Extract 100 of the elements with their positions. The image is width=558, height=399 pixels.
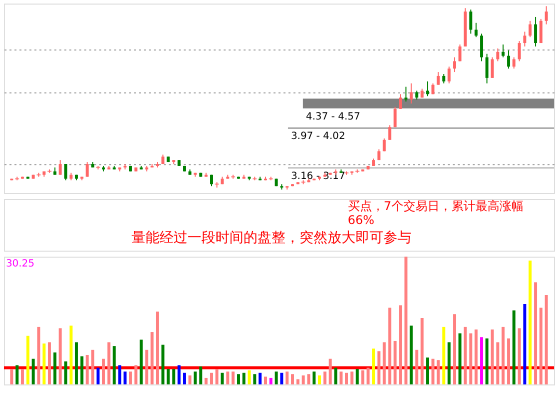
- bar: [544, 295, 548, 384]
- bar: [42, 344, 46, 384]
- bar: [490, 329, 494, 384]
- bar: [124, 372, 127, 384]
- candlestick: [426, 80, 430, 97]
- bar: [420, 318, 424, 384]
- bar: [253, 374, 256, 384]
- bar: [534, 282, 538, 384]
- bar: [404, 256, 408, 384]
- annotation: 30.25: [6, 258, 34, 270]
- candlestick: [512, 56, 516, 70]
- bar: [382, 342, 386, 384]
- bar: [280, 372, 284, 384]
- bar: [528, 260, 532, 384]
- bar: [458, 333, 462, 384]
- bar: [302, 375, 305, 384]
- candlestick: [86, 162, 89, 178]
- bar: [102, 358, 105, 384]
- bar: [20, 369, 24, 384]
- bar: [166, 369, 170, 384]
- bar: [145, 350, 148, 384]
- candlestick: [161, 154, 164, 164]
- candlestick: [544, 6, 548, 25]
- candlestick: [399, 94, 402, 110]
- bar: [210, 372, 213, 384]
- candlestick: [469, 9, 472, 34]
- bar: [48, 342, 51, 384]
- bar: [86, 354, 89, 384]
- bar: [53, 352, 56, 384]
- candlestick: [394, 106, 397, 128]
- candlestick: [502, 44, 505, 58]
- bar: [269, 378, 272, 384]
- candlestick: [518, 40, 521, 62]
- bar: [188, 375, 192, 384]
- bar: [91, 350, 94, 384]
- bar: [172, 369, 176, 384]
- bar: [204, 378, 208, 384]
- bar: [442, 326, 446, 384]
- candlestick: [480, 33, 484, 62]
- candlestick: [490, 56, 494, 78]
- bar: [518, 328, 521, 384]
- bar: [474, 329, 478, 384]
- bar: [37, 326, 40, 384]
- bar: [58, 328, 62, 384]
- bar: [469, 333, 472, 384]
- bar: [274, 372, 278, 384]
- bar: [32, 358, 35, 384]
- candlestick: [453, 56, 456, 73]
- candlestick: [485, 53, 488, 84]
- bar: [410, 326, 413, 384]
- bar: [312, 372, 316, 384]
- bar: [502, 326, 505, 384]
- bar: [394, 340, 397, 384]
- bar: [296, 379, 300, 384]
- candlestick: [458, 44, 462, 62]
- bar: [220, 372, 224, 384]
- bar: [426, 358, 430, 384]
- candlestick: [534, 16, 538, 47]
- bar: [226, 372, 230, 384]
- bar: [215, 369, 218, 384]
- candlestick: [507, 50, 510, 70]
- candlestick: [404, 86, 408, 102]
- bar: [107, 342, 110, 384]
- candlestick: [64, 163, 68, 181]
- candlestick: [382, 138, 386, 152]
- ref-line-label: 3.97 - 4.02: [290, 131, 346, 142]
- bar: [431, 358, 434, 384]
- bar: [64, 361, 68, 384]
- bar: [291, 374, 294, 384]
- bar: [161, 344, 164, 384]
- bar: [199, 366, 202, 384]
- bar: [74, 342, 78, 384]
- bar: [366, 368, 370, 384]
- bar: [318, 375, 321, 384]
- bar: [178, 365, 181, 384]
- bar: [80, 356, 84, 384]
- bar: [248, 370, 251, 384]
- bar: [496, 342, 500, 384]
- candlestick: [496, 48, 500, 62]
- bar: [156, 312, 159, 384]
- bar: [356, 369, 359, 384]
- candlestick: [448, 66, 451, 84]
- bar: [140, 340, 143, 384]
- bar: [523, 304, 526, 384]
- bar: [70, 326, 73, 384]
- candlestick: [388, 124, 392, 140]
- candlestick: [410, 82, 413, 104]
- bar: [350, 372, 354, 384]
- bar: [345, 372, 348, 384]
- bar: [134, 365, 138, 384]
- text: 买点，7个交易日，累计最高涨幅 66%: [348, 198, 524, 227]
- candlestick: [58, 160, 62, 176]
- bar: [242, 372, 246, 384]
- bar: [464, 326, 467, 384]
- bar: [150, 332, 154, 384]
- candlestick: [528, 20, 532, 38]
- bar: [286, 372, 289, 384]
- bar: [10, 369, 14, 384]
- bar: [507, 338, 510, 384]
- bar: [415, 350, 418, 384]
